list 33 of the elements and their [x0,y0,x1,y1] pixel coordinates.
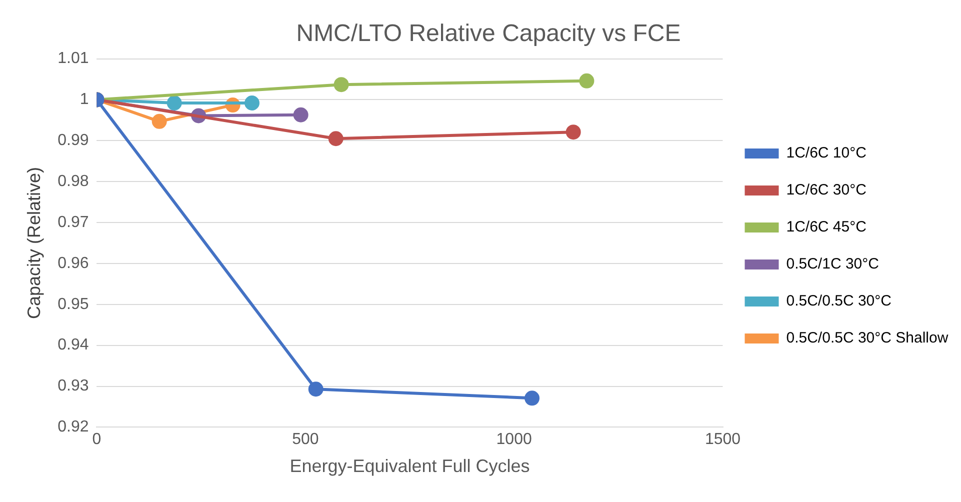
legend-label: 0.5C/0.5C 30°C [786,292,892,310]
point [579,73,594,88]
x-tick-label: 1500 [704,431,741,448]
y-tick-label: 0.99 [58,132,89,150]
point [293,107,308,122]
legend-label: 1C/6C 30°C [786,182,867,199]
point [152,114,167,129]
y-tick-label: 1.01 [58,50,89,68]
y-tick-label: 0.96 [58,254,89,272]
y-tick-label: 0.95 [58,296,89,313]
point [244,96,260,111]
y-axis-title: Capacity (Relative) [24,166,44,320]
legend-label: 0.5C/0.5C 30°C Shallow [786,330,948,347]
y-tick-label: 1 [80,91,89,108]
legend-label: 0.5C/1C 30°C [786,256,880,273]
y-tick-label: 0.94 [58,336,89,354]
legend-label: 1C/6C 10°C [786,144,867,162]
point [524,390,540,406]
chart-title: NMC/LTO Relative Capacity vs FCE [296,20,681,48]
point [334,77,349,92]
point [328,131,344,146]
x-axis-title: Energy-Equivalent Full Cycles [290,456,530,476]
point [308,382,324,397]
y-tick-label: 0.92 [58,418,89,436]
x-tick-label: 1000 [496,431,532,448]
y-tick-label: 0.98 [58,173,89,190]
x-tick-label: 500 [292,431,319,448]
y-tick-label: 0.93 [58,378,89,395]
point [166,96,182,111]
legend-label: 1C/6C 45°C [786,218,867,236]
y-tick-label: 0.97 [58,214,89,231]
point [566,124,581,140]
x-tick-label: 0 [92,431,102,448]
